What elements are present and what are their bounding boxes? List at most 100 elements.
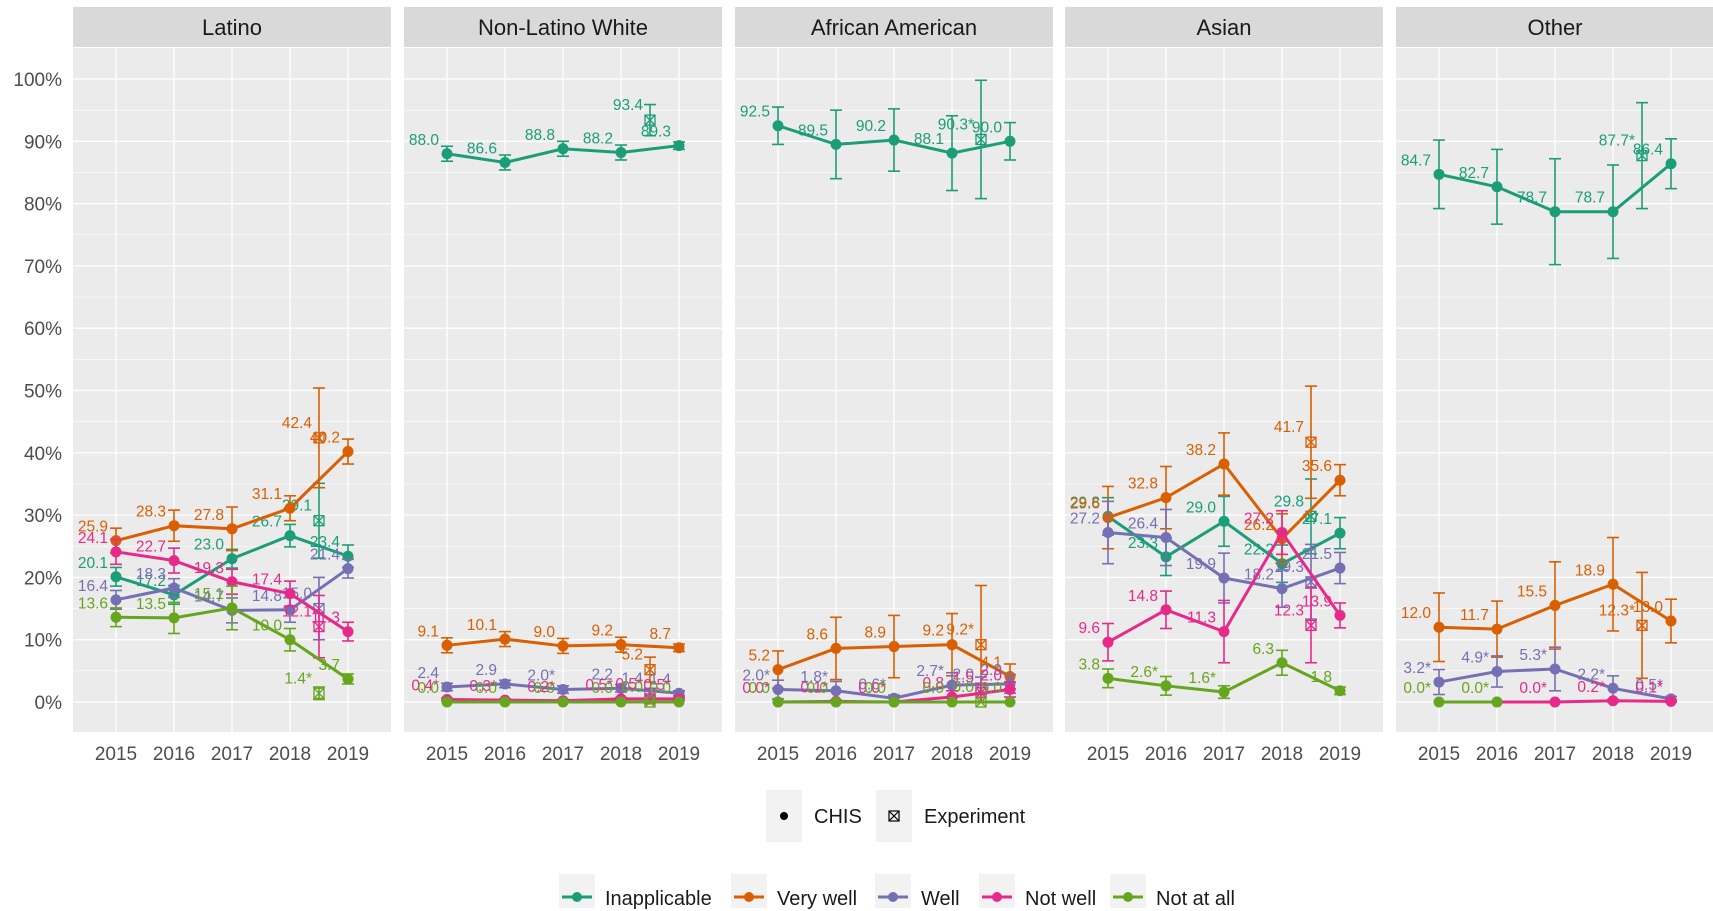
experiment-marker xyxy=(1636,619,1648,632)
data-label: 23.3 xyxy=(1128,535,1158,552)
data-label: 0.0* xyxy=(1403,680,1431,697)
data-label: 82.7 xyxy=(1459,165,1489,182)
data-point xyxy=(830,138,842,150)
data-label: 0.6* xyxy=(858,676,886,693)
x-tick-label: 2019 xyxy=(1650,744,1692,765)
data-point xyxy=(284,502,296,514)
x-tick-label: 2019 xyxy=(658,744,700,765)
data-label: 3.8 xyxy=(1078,656,1100,673)
data-label: 22.2 xyxy=(1244,542,1274,559)
data-point xyxy=(499,156,511,168)
data-point xyxy=(110,611,122,623)
data-label: 3.2* xyxy=(1403,660,1431,677)
data-label: 1.4 xyxy=(649,671,671,688)
data-label: 4.9* xyxy=(1461,649,1489,666)
data-point xyxy=(284,634,296,646)
experiment-label: 12.3* xyxy=(1599,602,1635,619)
data-point xyxy=(830,642,842,654)
experiment-label: 1.5 xyxy=(952,670,974,687)
data-point xyxy=(888,134,900,146)
data-label: 14.8 xyxy=(252,588,282,605)
data-label: 0.0 xyxy=(417,680,439,697)
data-label: 2.0* xyxy=(527,668,555,685)
panel-other: Other 2015 2016 2017 2018 2019 84.7 82.7 78.7 78.… xyxy=(1396,7,1713,765)
data-point xyxy=(946,696,958,708)
x-tick-label: 2016 xyxy=(484,744,526,765)
data-label: 88.2 xyxy=(583,131,613,148)
experiment-label: 29.8 xyxy=(1274,493,1304,510)
data-label: 0.0 xyxy=(533,680,555,697)
data-point xyxy=(1102,527,1114,539)
data-point xyxy=(1218,458,1230,470)
data-label: 18.9 xyxy=(1575,562,1605,579)
data-point xyxy=(168,555,180,567)
experiment-label: 12.3 xyxy=(1274,602,1304,619)
data-label: 2.4 xyxy=(417,665,439,682)
data-label: 0.0 xyxy=(980,680,1002,697)
data-label: 88.8 xyxy=(525,127,555,144)
panel-title: Latino xyxy=(202,15,262,40)
series-not-at-all: 0.0 0.0 0.0 0.0 0.0 0.0 xyxy=(748,679,1016,708)
data-label: 18.3 xyxy=(136,566,166,583)
y-tick-label: 100% xyxy=(13,70,62,91)
data-label: 9.2 xyxy=(591,623,613,640)
panel-strip xyxy=(404,7,722,47)
data-point xyxy=(1218,626,1230,638)
data-label: 0.5* xyxy=(585,677,613,694)
data-label: 1.6* xyxy=(1188,670,1216,687)
data-label: 24.1 xyxy=(78,530,108,547)
data-label: 0.1* xyxy=(1635,679,1663,696)
series-line xyxy=(1497,699,1672,704)
data-label: 0.2* xyxy=(1577,679,1605,696)
data-label: 0.0 xyxy=(475,680,497,697)
x-tick-label: 2015 xyxy=(757,744,799,765)
experiment-marker xyxy=(313,687,325,699)
series-not-well: 24.1 22.7 19.3 17.4 11.312.1 xyxy=(78,530,354,659)
data-point xyxy=(673,696,685,708)
data-point xyxy=(1607,578,1619,590)
panel-strip xyxy=(1065,7,1383,47)
experiment-marker xyxy=(644,696,656,708)
data-point xyxy=(1491,696,1503,708)
data-label: 2.9 xyxy=(475,662,497,679)
data-label: 2.0* xyxy=(742,668,770,685)
data-label: 27.2 xyxy=(1070,511,1100,528)
experiment-marker xyxy=(975,133,987,146)
series-inapplicable: 84.782.778.7 78.786.487.7* xyxy=(1401,101,1677,266)
data-label: 0.0 xyxy=(864,680,886,697)
data-point xyxy=(342,626,354,638)
panel-title: African American xyxy=(811,15,977,40)
data-label: 22.7 xyxy=(136,539,166,556)
data-point xyxy=(1433,168,1445,180)
data-label: 2.9 xyxy=(980,662,1002,679)
x-tick-label: 2017 xyxy=(1203,744,1245,765)
data-label: 11.7 xyxy=(1460,607,1489,624)
experiment-label: 1.4* xyxy=(284,670,312,687)
source-legend: CHIS Experiment xyxy=(766,790,1026,842)
data-label: 1.8* xyxy=(800,669,828,686)
data-point xyxy=(168,582,180,594)
x-tick-label: 2015 xyxy=(1418,744,1460,765)
legend-key xyxy=(559,874,595,908)
series-not-at-all: 0.0 0.0 0.0 0.0 0.0 0.0 xyxy=(417,679,685,708)
data-point xyxy=(441,681,453,693)
legend-label: Very well xyxy=(777,888,857,910)
panel-strip xyxy=(735,7,1053,47)
data-label: 0.0* xyxy=(742,680,770,697)
data-point xyxy=(772,684,784,696)
data-point xyxy=(557,684,569,696)
legend-point xyxy=(1123,892,1133,902)
data-label: 0.5* xyxy=(643,677,671,694)
data-point xyxy=(946,639,958,651)
data-label: 14.8 xyxy=(1128,588,1158,605)
y-axis: 0% 10% 20% 30% 40% 50% 60% 70% 80% 90% 100% xyxy=(13,70,62,714)
data-point xyxy=(168,612,180,624)
data-point xyxy=(1334,685,1346,697)
data-label: 35.6 xyxy=(1302,458,1332,475)
data-point xyxy=(1549,696,1561,708)
category-legend-item-inapplicable: Inapplicable xyxy=(559,874,712,910)
panel-non-latino-white: Non-Latino White 2015 2016 2017 2018 2019 88.0… xyxy=(404,7,722,765)
dot-icon xyxy=(780,812,788,820)
series-very-well: 9.1 10.1 9.0 9.2 8.7 5.2 xyxy=(417,617,685,683)
data-point xyxy=(1665,615,1677,627)
